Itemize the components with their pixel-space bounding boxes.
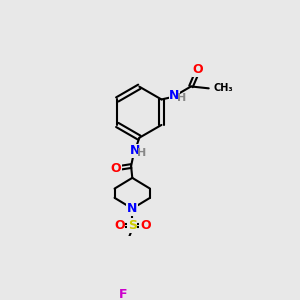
Text: O: O bbox=[114, 219, 124, 232]
Text: CH₃: CH₃ bbox=[214, 83, 233, 93]
Text: O: O bbox=[110, 162, 121, 175]
Text: H: H bbox=[177, 93, 186, 103]
Text: F: F bbox=[119, 288, 128, 300]
Text: N: N bbox=[130, 144, 140, 157]
Text: H: H bbox=[137, 148, 146, 158]
Text: O: O bbox=[140, 219, 151, 232]
Text: N: N bbox=[127, 202, 137, 215]
Text: N: N bbox=[169, 89, 180, 102]
Text: S: S bbox=[128, 219, 137, 232]
Text: O: O bbox=[193, 63, 203, 76]
